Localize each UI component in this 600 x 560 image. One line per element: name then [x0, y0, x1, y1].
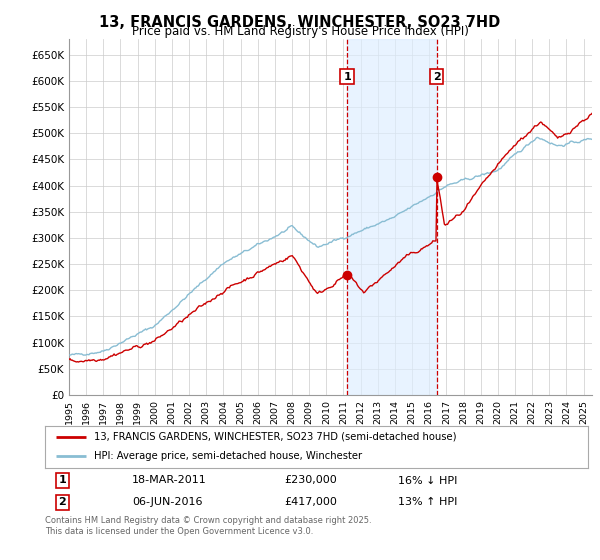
Text: 18-MAR-2011: 18-MAR-2011: [132, 475, 206, 486]
Text: Price paid vs. HM Land Registry's House Price Index (HPI): Price paid vs. HM Land Registry's House …: [131, 25, 469, 38]
Text: 2: 2: [433, 72, 440, 82]
Text: 2: 2: [59, 497, 66, 507]
Text: 13, FRANCIS GARDENS, WINCHESTER, SO23 7HD: 13, FRANCIS GARDENS, WINCHESTER, SO23 7H…: [100, 15, 500, 30]
Text: £417,000: £417,000: [284, 497, 337, 507]
Text: 16% ↓ HPI: 16% ↓ HPI: [398, 475, 457, 486]
Text: Contains HM Land Registry data © Crown copyright and database right 2025.
This d: Contains HM Land Registry data © Crown c…: [45, 516, 371, 536]
Text: 1: 1: [343, 72, 351, 82]
Bar: [347, 39, 437, 395]
Text: 06-JUN-2016: 06-JUN-2016: [132, 497, 202, 507]
Text: HPI: Average price, semi-detached house, Winchester: HPI: Average price, semi-detached house,…: [94, 451, 362, 461]
Text: 13, FRANCIS GARDENS, WINCHESTER, SO23 7HD (semi-detached house): 13, FRANCIS GARDENS, WINCHESTER, SO23 7H…: [94, 432, 457, 442]
Text: 1: 1: [59, 475, 66, 486]
Text: 13% ↑ HPI: 13% ↑ HPI: [398, 497, 457, 507]
Text: £230,000: £230,000: [284, 475, 337, 486]
